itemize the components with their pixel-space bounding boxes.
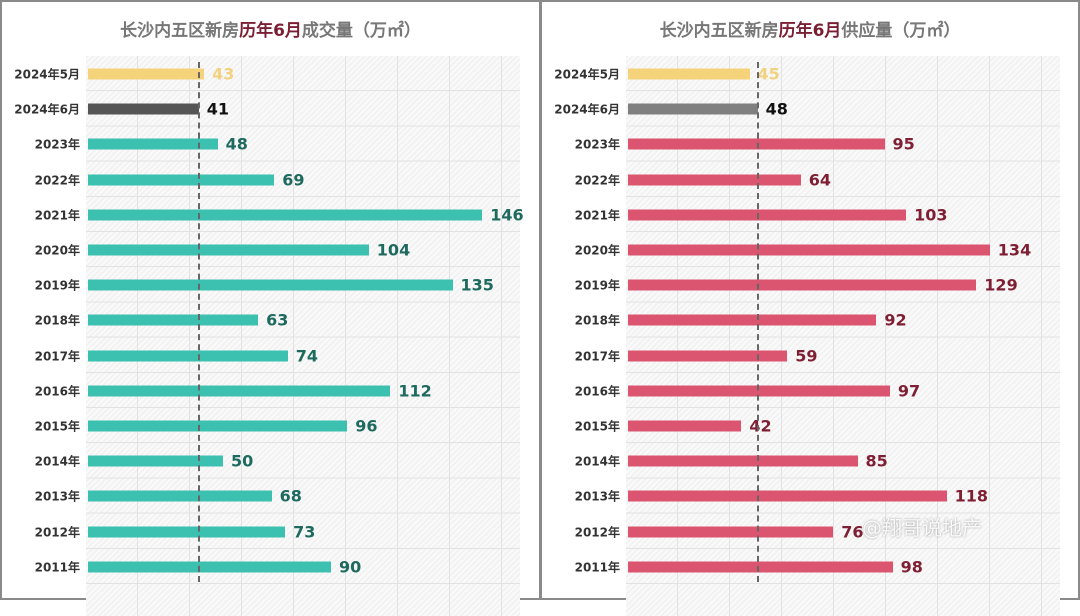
- data-label: 135: [460, 275, 494, 295]
- data-label: 98: [900, 557, 923, 577]
- category-label: 2011年: [574, 560, 620, 575]
- bar: [88, 138, 218, 150]
- reference-line: [756, 62, 759, 582]
- bar: [628, 209, 907, 221]
- chart-title: 长沙内五区新房历年6月供应量（万㎡）: [659, 21, 961, 41]
- category-label: 2022年: [574, 173, 620, 188]
- category-label: 2023年: [574, 137, 620, 152]
- bar: [88, 490, 272, 502]
- data-label: 118: [954, 486, 988, 506]
- data-label: 90: [339, 557, 362, 577]
- data-label: 96: [355, 416, 378, 436]
- category-label: 2012年: [34, 525, 80, 540]
- bar: [88, 455, 223, 467]
- watermark: @翔哥说地产: [862, 516, 982, 540]
- data-label: 64: [808, 170, 832, 190]
- data-label: 104: [376, 240, 411, 260]
- bar: [628, 420, 742, 432]
- data-label: 85: [865, 451, 888, 471]
- category-label: 2020年: [574, 243, 620, 258]
- category-label: 2017年: [574, 349, 620, 364]
- data-label: 63: [266, 310, 289, 330]
- category-label: 2024年5月: [14, 67, 80, 82]
- data-label: 103: [914, 205, 948, 225]
- category-label: 2020年: [34, 243, 80, 258]
- bar: [88, 68, 205, 80]
- data-label: 48: [225, 134, 248, 154]
- bar: [628, 174, 801, 186]
- chart-panel-transactions: 长沙内五区新房历年6月成交量（万㎡） 2024年5月 43 2024年6月 41 202…: [0, 0, 541, 616]
- category-label: 2016年: [574, 384, 620, 399]
- data-label: 59: [795, 346, 818, 366]
- category-label: 2022年: [34, 173, 80, 188]
- bar: [628, 350, 788, 362]
- category-label: 2023年: [34, 137, 80, 152]
- data-label: 76: [841, 522, 864, 542]
- data-label: 95: [892, 134, 915, 154]
- bar: [88, 385, 391, 397]
- bar: [628, 138, 885, 150]
- data-label: 74: [295, 346, 319, 366]
- category-label: 2013年: [34, 489, 80, 504]
- category-label: 2017年: [34, 349, 80, 364]
- bar: [88, 350, 288, 362]
- bar: [628, 279, 977, 291]
- data-label: 48: [765, 99, 788, 119]
- bar: [628, 68, 750, 80]
- data-label: 69: [282, 170, 305, 190]
- bar: [628, 103, 758, 115]
- bar: [628, 526, 834, 538]
- data-label: 92: [884, 310, 907, 330]
- bar: [628, 561, 893, 573]
- bar: [88, 526, 286, 538]
- bar: [88, 209, 483, 221]
- bar: [628, 385, 890, 397]
- category-label: 2016年: [34, 384, 80, 399]
- bar: [88, 103, 199, 115]
- data-label: 129: [984, 275, 1018, 295]
- category-label: 2013年: [574, 489, 620, 504]
- data-label: 97: [897, 381, 921, 401]
- bar: [88, 314, 259, 326]
- data-label: 41: [206, 99, 229, 119]
- category-label: 2015年: [34, 419, 80, 434]
- bar: [88, 561, 331, 573]
- data-label: 68: [279, 486, 302, 506]
- category-label: 2018年: [574, 313, 620, 328]
- bar: [88, 174, 275, 186]
- bar: [88, 279, 453, 291]
- data-label: 50: [231, 451, 254, 471]
- category-label: 2024年6月: [14, 102, 80, 117]
- category-label: 2024年6月: [554, 102, 620, 117]
- bar: [88, 244, 369, 256]
- category-label: 2012年: [574, 525, 620, 540]
- category-label: 2011年: [34, 560, 80, 575]
- category-label: 2015年: [574, 419, 620, 434]
- bar: [628, 314, 877, 326]
- data-label: 45: [757, 64, 780, 84]
- category-label: 2014年: [574, 454, 620, 469]
- category-label: 2014年: [34, 454, 80, 469]
- category-label: 2019年: [34, 278, 80, 293]
- data-label: 42: [749, 416, 772, 436]
- reference-line: [197, 62, 200, 582]
- data-label: 73: [293, 522, 316, 542]
- bar: [628, 244, 990, 256]
- data-label: 112: [398, 381, 432, 401]
- category-label: 2019年: [574, 278, 620, 293]
- bar: [628, 455, 858, 467]
- bar: [88, 420, 348, 432]
- category-label: 2018年: [34, 313, 80, 328]
- data-label: 134: [997, 240, 1032, 260]
- chart-title: 长沙内五区新房历年6月成交量（万㎡）: [120, 21, 421, 41]
- category-label: 2021年: [574, 208, 620, 223]
- data-label: 146: [490, 205, 524, 225]
- chart-panel-supply: 长沙内五区新房历年6月供应量（万㎡） 2024年5月 45 2024年6月 48 202…: [540, 0, 1080, 616]
- data-label: 43: [212, 64, 235, 84]
- category-label: 2021年: [34, 208, 80, 223]
- category-label: 2024年5月: [554, 67, 620, 82]
- bar: [628, 490, 947, 502]
